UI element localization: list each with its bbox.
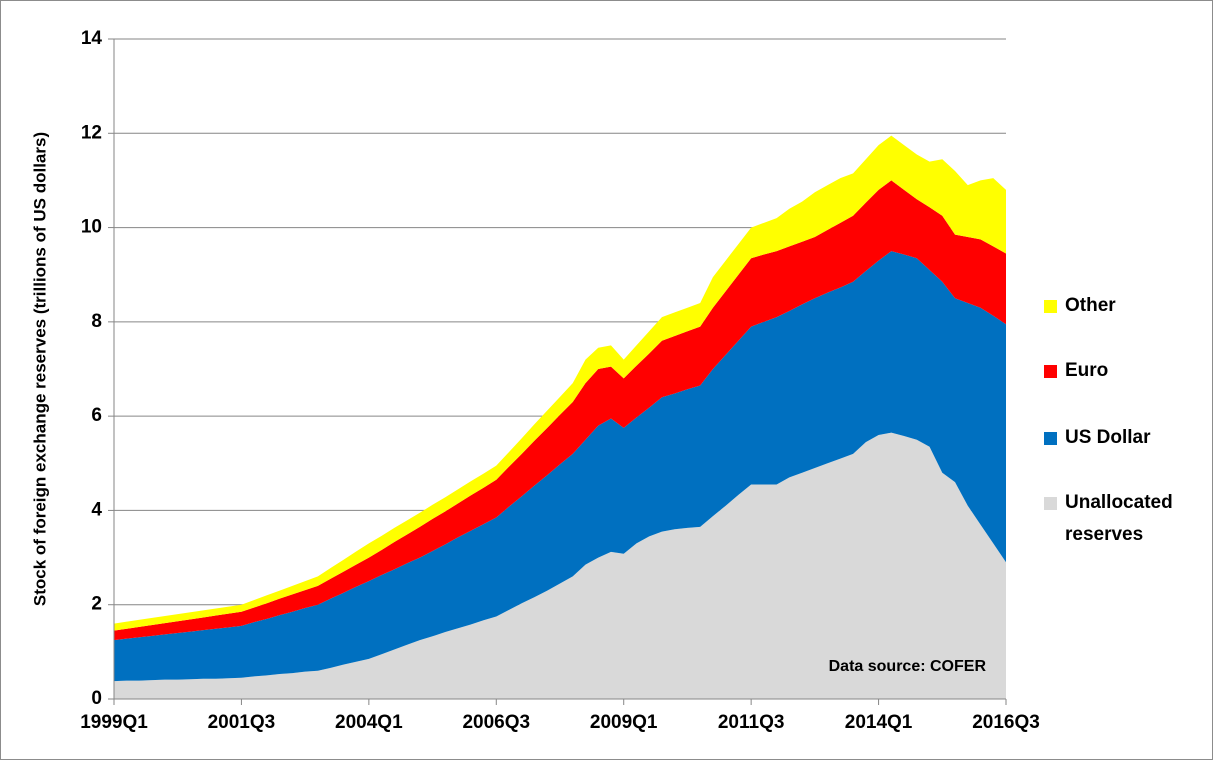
legend-swatch — [1044, 300, 1057, 313]
x-tick-label: 1999Q1 — [80, 712, 148, 733]
legend-entry: Euro — [1044, 355, 1204, 387]
y-tick-label: 10 — [81, 217, 102, 238]
annotation: Data source: COFER — [829, 658, 987, 675]
areas — [114, 135, 1006, 699]
x-tick-label: 2006Q3 — [462, 712, 530, 733]
legend-label: Other — [1065, 295, 1116, 316]
legend-entry: Other — [1044, 290, 1204, 322]
x-tick-label: 2016Q3 — [972, 712, 1040, 733]
legend-label: US Dollar — [1065, 427, 1151, 448]
y-axis-label: Stock of foreign exchange reserves (tril… — [30, 132, 49, 606]
area — [114, 180, 1006, 641]
area — [114, 251, 1006, 682]
y-tick-label: 12 — [81, 122, 102, 143]
legend-entry: US Dollar — [1044, 422, 1204, 454]
y-tick-label: 6 — [91, 405, 102, 426]
legend-entry: Unallocated reserves — [1044, 487, 1204, 551]
x-tick-label: 2014Q1 — [845, 712, 913, 733]
area — [114, 135, 1006, 631]
x-tick-label: 2004Q1 — [335, 712, 403, 733]
y-tick-label: 4 — [91, 499, 102, 520]
legend-label: Unallocated reserves — [1065, 492, 1173, 545]
area — [114, 432, 1006, 699]
y-tick-label: 8 — [91, 311, 102, 332]
x-tick-label: 2009Q1 — [590, 712, 658, 733]
legend-label: Euro — [1065, 360, 1109, 381]
x-tick-label: 2001Q3 — [208, 712, 276, 733]
legend-swatch — [1044, 497, 1057, 510]
y-tick-label: 2 — [91, 594, 102, 615]
y-tick-label: 0 — [91, 688, 102, 709]
x-tick-label: 2011Q3 — [718, 712, 785, 733]
legend-swatch — [1044, 432, 1057, 445]
legend-swatch — [1044, 365, 1057, 378]
y-tick-label: 14 — [81, 28, 103, 49]
